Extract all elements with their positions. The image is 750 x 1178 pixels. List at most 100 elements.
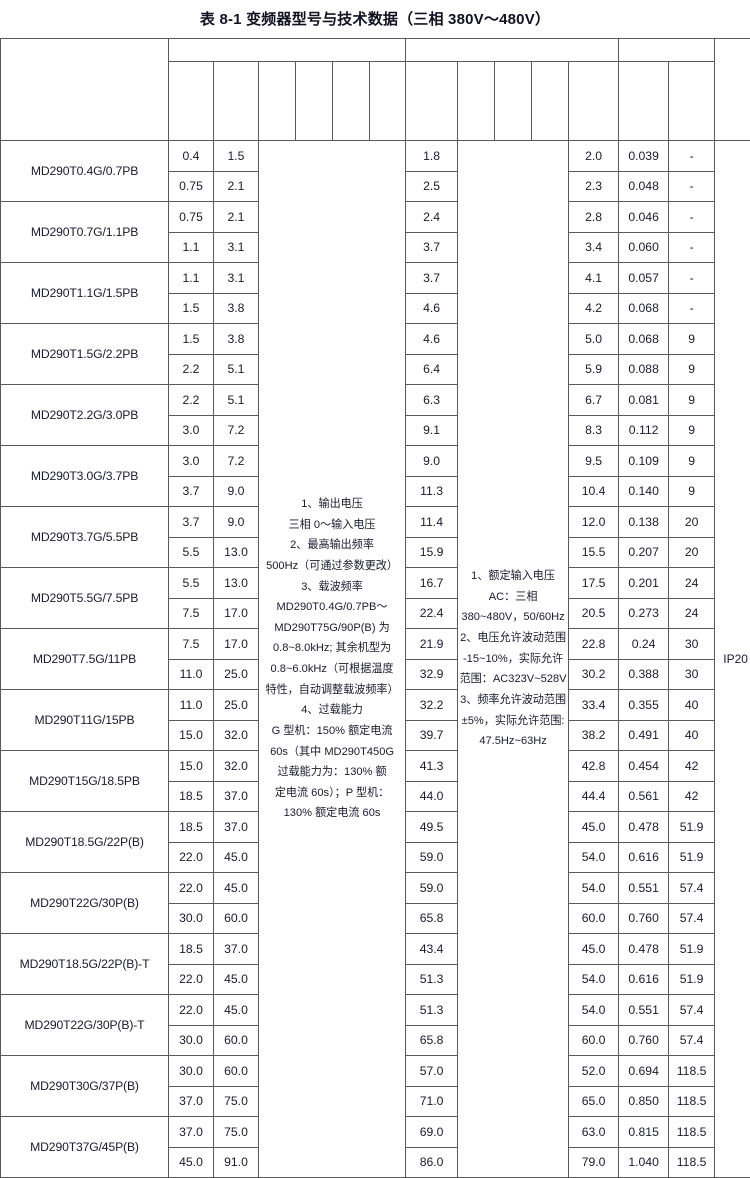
rated-output-current-cell: 32.0 [214, 720, 259, 751]
rated-input-current-cell: 51.3 [406, 964, 458, 995]
airflow-cell: 24 [669, 598, 715, 629]
power-capacity-cell: 5.9 [569, 354, 619, 385]
model-name-cell: MD290T1.5G/2.2PB [1, 324, 169, 385]
power-capacity-cell: 5.0 [569, 324, 619, 355]
header-power-capacity: 电源容量(kVA) [569, 62, 619, 141]
airflow-cell: 51.9 [669, 842, 715, 873]
rated-input-current-cell: 3.7 [406, 232, 458, 263]
motor-power-cell: 37.0 [169, 1086, 214, 1117]
motor-power-cell: 30.0 [169, 1025, 214, 1056]
header-rated-input-current: 额定输入电流(A) [406, 62, 458, 141]
power-capacity-cell: 79.0 [569, 1147, 619, 1178]
rated-input-current-cell: 6.4 [406, 354, 458, 385]
airflow-cell: - [669, 293, 715, 324]
power-capacity-cell: 45.0 [569, 812, 619, 843]
heat-power-cell: 0.355 [619, 690, 669, 721]
rated-output-current-cell: 3.1 [214, 263, 259, 294]
heat-power-cell: 0.694 [619, 1056, 669, 1087]
rated-output-current-cell: 2.1 [214, 171, 259, 202]
table-header: 变频器型号 输出 输入 散热设计 防护等级 适配电机(kW) 额定输出电流(A)… [1, 39, 750, 141]
note-line: MD290T0.4G/0.7PB～ [259, 597, 405, 618]
model-name-cell: MD290T3.7G/5.5PB [1, 507, 169, 568]
heat-power-cell: 0.478 [619, 812, 669, 843]
model-name-cell: MD290T11G/15PB [1, 690, 169, 751]
power-capacity-cell: 9.5 [569, 446, 619, 477]
rated-input-current-cell: 1.8 [406, 141, 458, 172]
rated-input-current-cell: 11.3 [406, 476, 458, 507]
note-line: 0.8~8.0kHz; 其余机型为 [259, 638, 405, 659]
note-line: 过载能力为：130% 额 [259, 762, 405, 783]
heat-power-cell: 0.815 [619, 1117, 669, 1148]
inverter-spec-table: 变频器型号 输出 输入 散热设计 防护等级 适配电机(kW) 额定输出电流(A)… [0, 38, 750, 1178]
header-group-row: 变频器型号 输出 输入 散热设计 防护等级 [1, 39, 750, 62]
motor-power-cell: 22.0 [169, 995, 214, 1026]
power-capacity-cell: 33.4 [569, 690, 619, 721]
rated-output-current-cell: 5.1 [214, 354, 259, 385]
power-capacity-cell: 54.0 [569, 995, 619, 1026]
rated-output-current-cell: 32.0 [214, 751, 259, 782]
power-capacity-cell: 4.1 [569, 263, 619, 294]
heat-power-cell: 0.207 [619, 537, 669, 568]
note-line: 1、输出电压 [259, 494, 405, 515]
model-name-cell: MD290T0.4G/0.7PB [1, 141, 169, 202]
airflow-cell: 9 [669, 324, 715, 355]
power-capacity-cell: 52.0 [569, 1056, 619, 1087]
motor-power-cell: 18.5 [169, 812, 214, 843]
power-capacity-cell: 60.0 [569, 903, 619, 934]
note-line: 2、最高输出频率 [259, 535, 405, 556]
airflow-cell: 9 [669, 385, 715, 416]
note-line: 2、电压允许波动范围 [458, 628, 568, 649]
power-capacity-cell: 42.8 [569, 751, 619, 782]
header-motor: 适配电机(kW) [169, 62, 214, 141]
motor-power-cell: 2.2 [169, 354, 214, 385]
heat-power-cell: 0.088 [619, 354, 669, 385]
rated-output-current-cell: 13.0 [214, 537, 259, 568]
rated-output-current-cell: 7.2 [214, 446, 259, 477]
heat-power-cell: 0.081 [619, 385, 669, 416]
airflow-cell: - [669, 141, 715, 172]
motor-power-cell: 3.7 [169, 507, 214, 538]
note-line: 47.5Hz~63Hz [458, 731, 568, 752]
airflow-cell: 51.9 [669, 934, 715, 965]
header-max-output-freq: 最高输出频率 [296, 62, 333, 141]
rated-output-current-cell: 45.0 [214, 873, 259, 904]
rated-input-current-cell: 2.5 [406, 171, 458, 202]
heat-power-cell: 0.060 [619, 232, 669, 263]
motor-power-cell: 11.0 [169, 690, 214, 721]
heat-power-cell: 0.057 [619, 263, 669, 294]
motor-power-cell: 7.5 [169, 629, 214, 660]
power-capacity-cell: 54.0 [569, 842, 619, 873]
rated-output-current-cell: 25.0 [214, 690, 259, 721]
rated-input-current-cell: 4.6 [406, 293, 458, 324]
rated-input-current-cell: 32.2 [406, 690, 458, 721]
heat-power-cell: 0.551 [619, 873, 669, 904]
header-airflow: 排风量(CFM) [669, 62, 715, 141]
motor-power-cell: 3.0 [169, 415, 214, 446]
power-capacity-cell: 3.4 [569, 232, 619, 263]
heat-power-cell: 1.040 [619, 1147, 669, 1178]
airflow-cell: 30 [669, 629, 715, 660]
model-name-cell: MD290T3.0G/3.7PB [1, 446, 169, 507]
airflow-cell: 57.4 [669, 1025, 715, 1056]
motor-power-cell: 5.5 [169, 537, 214, 568]
heat-power-cell: 0.138 [619, 507, 669, 538]
airflow-cell: 30 [669, 659, 715, 690]
header-rated-output-current: 额定输出电流(A) [214, 62, 259, 141]
power-capacity-cell: 63.0 [569, 1117, 619, 1148]
motor-power-cell: 1.5 [169, 324, 214, 355]
motor-power-cell: 22.0 [169, 873, 214, 904]
rated-output-current-cell: 37.0 [214, 934, 259, 965]
model-name-cell: MD290T1.1G/1.5PB [1, 263, 169, 324]
note-line: ±5%，实际允许范围: [458, 711, 568, 732]
airflow-cell: - [669, 171, 715, 202]
power-capacity-cell: 54.0 [569, 873, 619, 904]
rated-input-current-cell: 59.0 [406, 842, 458, 873]
airflow-cell: 20 [669, 507, 715, 538]
rated-output-current-cell: 60.0 [214, 1025, 259, 1056]
model-name-cell: MD290T37G/45P(B) [1, 1117, 169, 1178]
motor-power-cell: 15.0 [169, 751, 214, 782]
rated-input-current-cell: 39.7 [406, 720, 458, 751]
